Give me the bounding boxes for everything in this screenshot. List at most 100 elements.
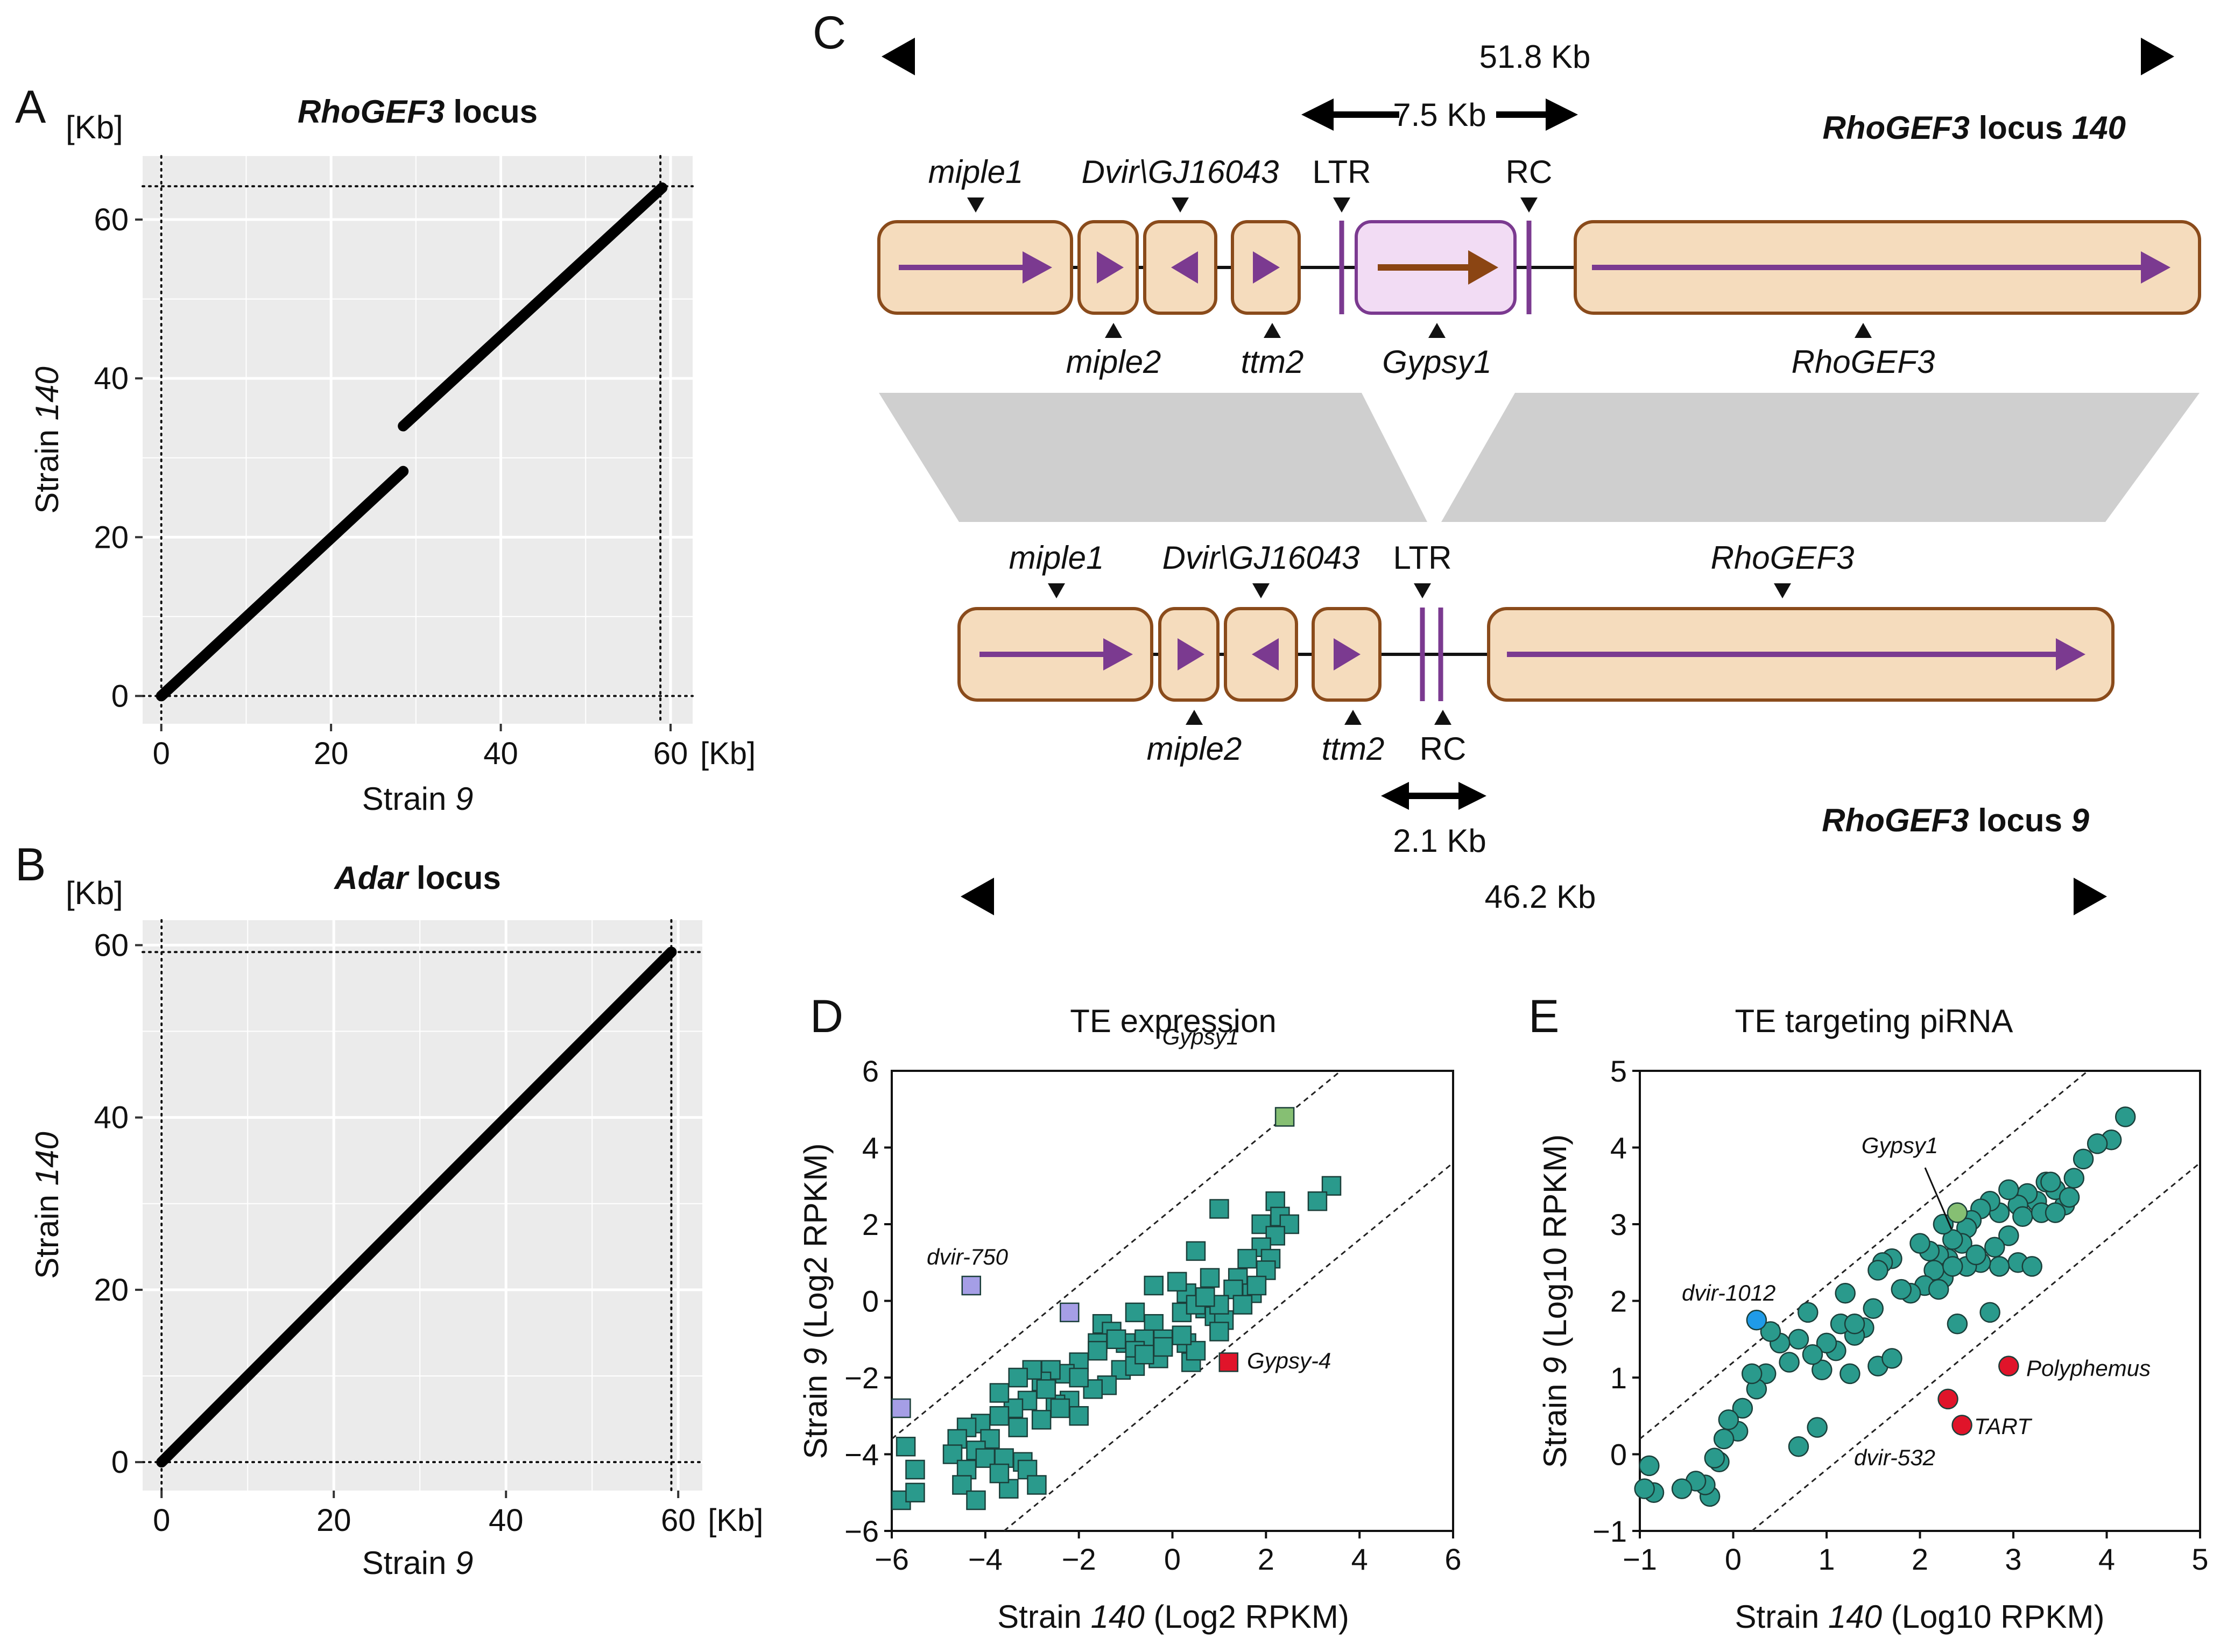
data-point <box>2045 1202 2066 1223</box>
y-tick-label: 6 <box>862 1054 879 1088</box>
data-point <box>1844 1314 1865 1335</box>
x-tick-label: 4 <box>2098 1542 2115 1576</box>
y-tick-label: 20 <box>94 1273 129 1308</box>
y-unit-label: [Kb] <box>66 875 123 911</box>
x-tick-label: −1 <box>1623 1542 1657 1576</box>
marker-miple1 <box>967 197 984 213</box>
plot-title: TE expression <box>1070 1003 1277 1039</box>
marker-ttm2 <box>1344 710 1362 725</box>
data-point <box>1671 1478 1693 1499</box>
gene-label-ttm2: ttm2 <box>1322 731 1385 767</box>
marker-ltr <box>1333 197 1350 213</box>
x-axis-label: Strain 140 (Log10 RPKM) <box>1735 1599 2104 1635</box>
te-label-gypsy1: Gypsy1 <box>1382 344 1491 380</box>
x-tick-label: 5 <box>2191 1542 2208 1576</box>
data-point <box>1008 1367 1028 1388</box>
y-tick-label: 20 <box>94 520 129 555</box>
top-span-label: 51.8 Kb <box>1479 39 1591 75</box>
data-point <box>1835 1283 1856 1304</box>
alignment-segment <box>156 947 677 1468</box>
marker-ltr <box>1414 583 1431 598</box>
y-tick-label: 4 <box>862 1131 879 1165</box>
x-tick-label: −2 <box>1062 1542 1096 1576</box>
gene-box-gj16043 <box>1224 607 1298 702</box>
data-point <box>1036 1379 1056 1399</box>
gene-box-miple2 <box>1077 220 1139 315</box>
gene-box-rhogef3 <box>1574 220 2201 315</box>
panel-letter-e: E <box>1528 991 1559 1042</box>
highlight-point <box>1218 1352 1239 1372</box>
gene-label-miple1: miple1 <box>1009 540 1104 576</box>
data-point <box>1125 1302 1145 1323</box>
panel-letter-c: C <box>813 7 846 59</box>
gene-label-gj16043: Dvir\GJ16043 <box>1082 154 1279 190</box>
x-tick-label: 4 <box>1351 1542 1368 1576</box>
marker-gypsy1 <box>1428 323 1446 338</box>
data-point <box>1167 1272 1187 1292</box>
data-point <box>1232 1295 1253 1315</box>
gene-box-miple1 <box>877 220 1073 315</box>
data-point <box>1639 1455 1660 1477</box>
data-point <box>1812 1359 1833 1380</box>
x-tick-label: 6 <box>1444 1542 1461 1576</box>
x-axis-label: Strain 9 <box>362 1545 474 1581</box>
bottom-locus-title: RhoGEF3 locus 9 <box>1822 802 2089 838</box>
x-tick-label: 40 <box>489 1503 524 1538</box>
highlight-point <box>1746 1309 1767 1331</box>
highlight-point <box>891 1398 911 1418</box>
data-point <box>2059 1187 2080 1208</box>
data-point <box>1840 1363 1860 1385</box>
y-tick-label: 0 <box>862 1284 879 1318</box>
insertion-span-label: 7.5 Kb <box>1393 97 1486 133</box>
data-point <box>1209 1322 1229 1342</box>
data-point <box>2087 1133 2108 1154</box>
y-tick-label: 60 <box>94 928 129 963</box>
highlight-point <box>1274 1107 1295 1127</box>
data-point <box>1741 1363 1763 1385</box>
panel-letter-d: D <box>810 991 843 1042</box>
data-point <box>1788 1329 1809 1350</box>
x-tick-label: 40 <box>483 736 518 771</box>
x-tick-label: 2 <box>1258 1542 1274 1576</box>
data-point <box>2063 1168 2085 1189</box>
data-point <box>2040 1171 2061 1192</box>
highlight-point <box>961 1275 982 1296</box>
data-point <box>2012 1206 2033 1227</box>
x-tick-label: 0 <box>153 736 170 771</box>
small-span-label: 2.1 Kb <box>1393 823 1486 859</box>
top-locus-title: RhoGEF3 locus 140 <box>1822 110 2126 146</box>
data-point <box>1928 1279 1949 1300</box>
alignment-lines <box>156 182 668 702</box>
label-rc: RC <box>1506 154 1553 190</box>
marker-miple2 <box>1105 323 1122 338</box>
marker-gj16043 <box>1172 197 1189 213</box>
x-tick-label: 2 <box>1912 1542 1928 1576</box>
x-tick-label: 0 <box>1164 1542 1181 1576</box>
marker-rc <box>1520 197 1538 213</box>
data-point <box>942 1444 963 1464</box>
data-point <box>1891 1279 1912 1300</box>
y-tick-label: 40 <box>94 1100 129 1135</box>
panel-b: B [Kb] Adar locus 0 20 40 60 [Kb] 0 20 40 60 Stra… <box>15 839 763 1581</box>
x-tick-label: 0 <box>153 1503 170 1538</box>
data-point <box>1069 1406 1089 1426</box>
data-point <box>1760 1321 1781 1342</box>
x-tick-label: 20 <box>314 736 349 771</box>
label-dvir-750: dvir-750 <box>927 1244 1009 1269</box>
y-tick-label: 40 <box>94 361 129 396</box>
bottom-span-label: 46.2 Kb <box>1485 879 1596 915</box>
data-point <box>1779 1352 1800 1373</box>
label-tart: TART <box>1974 1414 2033 1439</box>
marker-miple2 <box>1186 710 1203 725</box>
data-point <box>1979 1302 2000 1323</box>
data-point <box>1798 1302 1819 1323</box>
data-point <box>1713 1428 1735 1450</box>
label-dvir-1012: dvir-1012 <box>1682 1280 1775 1305</box>
gene-label-miple1: miple1 <box>928 154 1024 190</box>
data-point <box>1788 1436 1809 1457</box>
data-point <box>1195 1287 1215 1307</box>
axis-ticks: 0 20 40 60 [Kb] 0 20 40 60 <box>94 202 756 771</box>
label-ltr: LTR <box>1393 540 1452 576</box>
gene-box-gj16043 <box>1143 220 1217 315</box>
data-point <box>1237 1248 1257 1269</box>
